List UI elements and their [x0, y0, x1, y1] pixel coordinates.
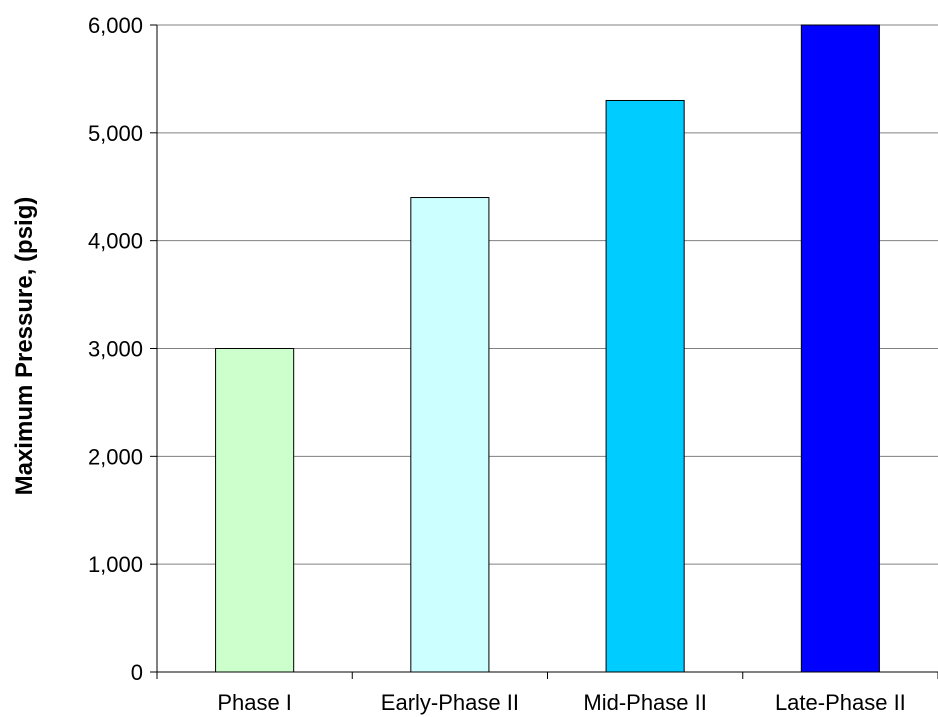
x-category-label: Phase I: [217, 690, 292, 715]
y-tick-label: 1,000: [88, 552, 143, 577]
x-category-label: Mid-Phase II: [583, 690, 707, 715]
y-axis-ticks: 0 1,000 2,000 3,000 4,000 5,000 6,000: [88, 13, 157, 685]
bar-late-phase-ii: [800, 24, 880, 673]
bar-early-phase-ii: [410, 197, 490, 673]
y-tick-label: 4,000: [88, 229, 143, 254]
y-tick-label: 3,000: [88, 337, 143, 362]
y-tick-label: 0: [131, 660, 143, 685]
y-tick-label: 6,000: [88, 13, 143, 38]
x-axis-ticks: Phase I Early-Phase II Mid-Phase II Late-Ph…: [156, 672, 938, 715]
bar-mid-phase-ii: [605, 99, 685, 673]
y-axis-title: Maximum Pressure, (psig): [11, 197, 38, 496]
bar-phase-i: [215, 348, 295, 673]
x-category-label: Late-Phase II: [775, 690, 906, 715]
bars: [215, 24, 880, 673]
x-category-label: Early-Phase II: [381, 690, 519, 715]
y-tick-label: 2,000: [88, 444, 143, 469]
y-tick-label: 5,000: [88, 121, 143, 146]
